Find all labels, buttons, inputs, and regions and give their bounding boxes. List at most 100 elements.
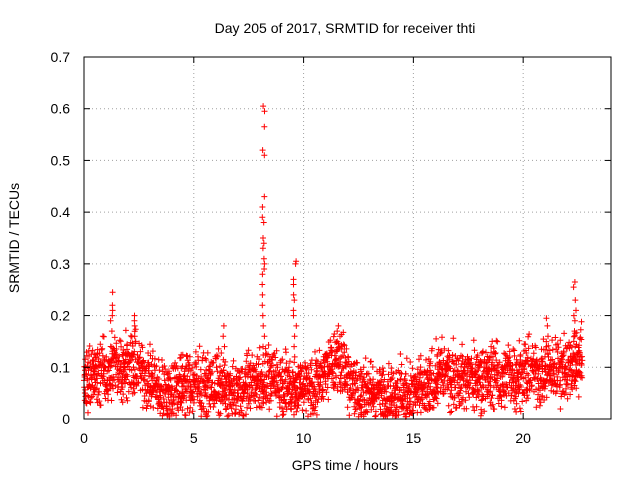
data-point: [118, 343, 125, 350]
data-point: [480, 348, 486, 355]
data-point: [477, 412, 484, 419]
data-point: [551, 371, 557, 378]
data-point: [483, 349, 489, 356]
data-point: [260, 235, 266, 241]
data-point: [314, 358, 321, 365]
data-point: [570, 284, 577, 291]
data-point: [124, 373, 131, 380]
data-point: [499, 373, 506, 380]
data-point: [542, 346, 549, 353]
data-point: [265, 342, 272, 348]
data-point: [498, 397, 505, 404]
data-point: [429, 345, 436, 352]
data-point: [131, 317, 138, 324]
data-point: [220, 322, 227, 329]
data-point: [167, 376, 174, 383]
data-point: [132, 338, 139, 345]
data-point: [113, 346, 120, 352]
data-point: [305, 370, 312, 377]
data-point: [347, 385, 354, 392]
data-point: [467, 359, 474, 366]
data-point: [451, 394, 458, 401]
data-point: [494, 375, 501, 382]
data-point: [433, 335, 440, 342]
data-point: [153, 363, 160, 370]
data-point: [411, 373, 418, 380]
y-tick-label: 0.2: [51, 308, 71, 324]
data-point: [96, 388, 103, 395]
data-point: [532, 344, 539, 351]
data-point: [161, 363, 168, 369]
data-point: [410, 407, 417, 414]
data-point: [166, 368, 172, 375]
data-point: [111, 359, 117, 366]
data-point: [209, 369, 216, 375]
data-point: [261, 260, 268, 267]
data-point: [539, 392, 546, 399]
data-point: [539, 355, 545, 362]
data-point: [414, 389, 421, 395]
data-point: [333, 374, 340, 381]
data-point: [173, 412, 180, 419]
data-point: [259, 302, 266, 309]
data-point: [447, 409, 454, 416]
data-point: [259, 204, 266, 210]
data-point: [394, 377, 401, 384]
data-point: [320, 386, 326, 393]
data-point: [282, 399, 289, 406]
data-point: [351, 410, 358, 417]
data-point: [109, 307, 116, 314]
data-point: [110, 385, 116, 392]
data-point: [186, 409, 193, 416]
data-point: [571, 328, 578, 335]
data-point: [225, 412, 232, 419]
data-point: [182, 412, 189, 419]
data-point: [243, 383, 250, 390]
data-point: [337, 359, 344, 365]
data-point: [234, 390, 241, 397]
data-point: [189, 365, 196, 371]
data-point: [219, 400, 226, 407]
data-point: [179, 407, 186, 414]
data-point: [491, 406, 498, 413]
data-point: [204, 412, 211, 419]
data-point: [245, 400, 252, 407]
data-point: [290, 276, 297, 283]
data-point: [230, 357, 237, 364]
data-point: [293, 408, 300, 415]
data-point: [272, 354, 279, 361]
data-point: [147, 352, 154, 359]
data-point: [573, 307, 579, 314]
data-point: [308, 366, 315, 373]
data-point: [307, 375, 313, 382]
data-point: [281, 393, 288, 400]
data-point: [533, 386, 539, 393]
data-point: [575, 393, 582, 400]
data-point: [280, 411, 287, 418]
data-point: [544, 322, 551, 329]
data-point: [97, 402, 104, 409]
data-point: [260, 240, 267, 247]
data-point: [207, 363, 214, 369]
chart-title: Day 205 of 2017, SRMTID for receiver tht…: [215, 20, 476, 36]
data-point: [132, 326, 139, 333]
data-point: [259, 291, 266, 298]
data-point: [488, 395, 495, 402]
data-point: [448, 408, 455, 415]
data-point: [489, 392, 496, 399]
data-point: [288, 406, 295, 413]
data-point: [290, 307, 297, 314]
data-point: [399, 398, 406, 404]
data-point: [330, 333, 337, 340]
data-point: [353, 377, 360, 384]
data-point: [416, 356, 422, 363]
data-point: [554, 349, 561, 355]
data-point: [150, 404, 157, 411]
data-point: [261, 108, 268, 115]
data-point: [361, 378, 368, 385]
data-point: [530, 356, 537, 363]
data-point: [352, 369, 359, 376]
data-point: [313, 411, 320, 418]
data-point: [276, 369, 283, 376]
x-tick-label: 5: [190, 430, 198, 446]
